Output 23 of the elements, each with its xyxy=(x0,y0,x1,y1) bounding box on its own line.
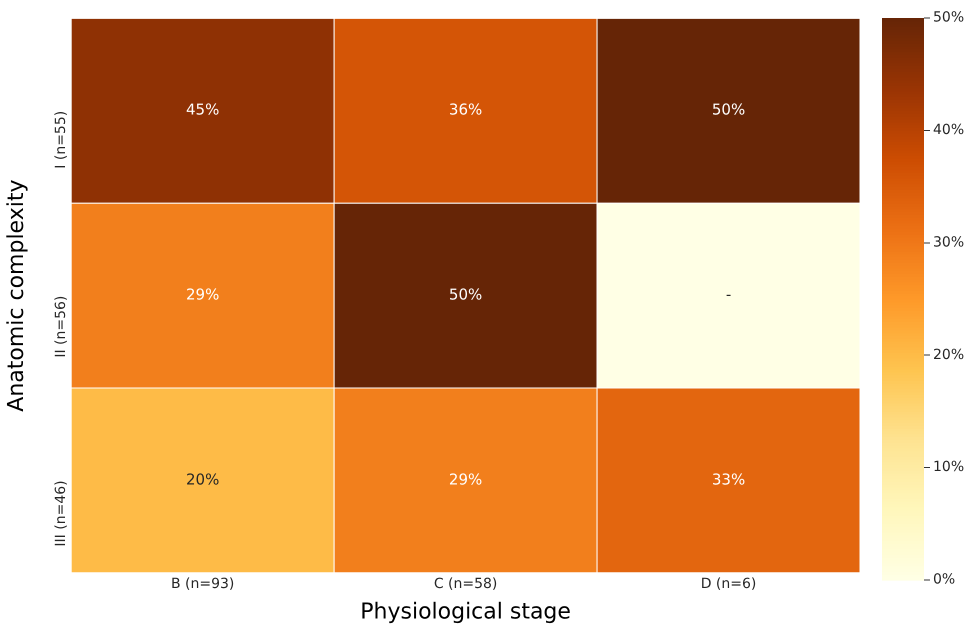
x-axis-title: Physiological stage xyxy=(360,600,571,625)
data-label: 33% xyxy=(712,470,746,488)
y-tick-label: III (n=46) xyxy=(52,480,69,547)
x-tick-label: C (n=58) xyxy=(434,576,498,592)
data-label: 50% xyxy=(712,100,746,119)
data-label: 29% xyxy=(186,285,220,304)
x-tick-label: B (n=93) xyxy=(170,576,234,592)
data-label: 50% xyxy=(448,285,482,304)
data-label: 36% xyxy=(448,100,482,119)
data-label: 29% xyxy=(448,470,482,488)
data-label: 45% xyxy=(186,100,220,119)
y-axis-title: Anatomic complexity xyxy=(4,180,29,412)
data-label: 20% xyxy=(186,470,220,488)
color-bar-label: 0% xyxy=(933,572,956,588)
x-tick-label: D (n=6) xyxy=(700,576,756,592)
y-tick-label: II (n=56) xyxy=(52,296,69,358)
color-bar-label: 40% xyxy=(933,122,964,138)
color-bar-label: 30% xyxy=(933,234,964,250)
data-label: - xyxy=(726,285,732,304)
color-bar-label: 50% xyxy=(933,10,964,26)
y-tick-label: I (n=55) xyxy=(52,110,69,169)
color-bar-label: 20% xyxy=(933,346,964,363)
color-bar-label: 10% xyxy=(933,459,964,476)
